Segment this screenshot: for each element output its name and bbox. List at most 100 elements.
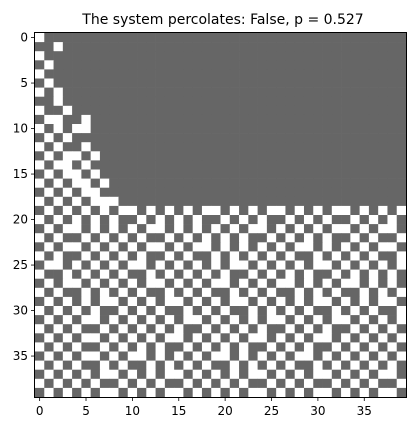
blocked-cell <box>155 187 166 198</box>
blocked-cell <box>239 387 249 398</box>
open-cell <box>294 296 305 307</box>
blocked-cell <box>137 360 147 371</box>
blocked-cell <box>303 105 314 116</box>
open-cell <box>303 306 314 316</box>
blocked-cell <box>368 315 379 325</box>
blocked-cell <box>62 87 73 98</box>
blocked-cell <box>201 187 212 198</box>
blocked-cell <box>294 278 305 289</box>
blocked-cell <box>368 387 379 398</box>
open-cell <box>62 333 73 343</box>
blocked-cell <box>359 142 370 152</box>
blocked-cell <box>118 369 129 380</box>
blocked-cell <box>387 251 398 261</box>
blocked-cell <box>294 96 305 107</box>
blocked-cell <box>99 187 110 198</box>
blocked-cell <box>257 187 268 198</box>
open-cell <box>72 215 82 225</box>
open-cell <box>72 306 82 316</box>
blocked-cell <box>396 296 407 307</box>
blocked-cell <box>137 69 147 79</box>
blocked-cell <box>211 287 221 298</box>
open-cell <box>266 251 277 261</box>
open-cell <box>81 178 92 189</box>
blocked-cell <box>183 278 194 289</box>
blocked-cell <box>248 169 258 179</box>
blocked-cell <box>72 60 82 70</box>
blocked-cell <box>53 369 64 380</box>
blocked-cell <box>164 342 175 352</box>
blocked-cell <box>220 96 231 107</box>
open-cell <box>155 342 166 352</box>
blocked-cell <box>90 387 101 398</box>
open-cell <box>341 296 351 307</box>
blocked-cell <box>174 378 184 389</box>
blocked-cell <box>266 160 277 170</box>
blocked-cell <box>248 60 258 70</box>
blocked-cell <box>350 260 360 270</box>
x-tick-label: 35 <box>357 404 372 418</box>
open-cell <box>127 260 138 270</box>
open-cell <box>174 369 184 380</box>
blocked-cell <box>294 187 305 198</box>
open-cell <box>109 333 119 343</box>
blocked-cell <box>109 105 119 116</box>
open-cell <box>35 269 45 280</box>
blocked-cell <box>99 169 110 179</box>
blocked-cell <box>350 78 360 88</box>
blocked-cell <box>201 178 212 189</box>
open-cell <box>174 324 184 334</box>
open-cell <box>378 387 388 398</box>
blocked-cell <box>276 233 286 243</box>
open-cell <box>35 51 45 61</box>
blocked-cell <box>239 33 249 43</box>
open-cell <box>341 242 351 252</box>
blocked-cell <box>44 42 54 52</box>
open-cell <box>127 315 138 325</box>
open-cell <box>53 87 64 98</box>
open-cell <box>109 387 119 398</box>
blocked-cell <box>192 151 203 161</box>
open-cell <box>359 287 370 298</box>
open-cell <box>387 369 398 380</box>
open-cell <box>35 251 45 261</box>
open-cell <box>303 215 314 225</box>
blocked-cell <box>211 51 221 61</box>
blocked-cell <box>294 196 305 207</box>
blocked-cell <box>359 360 370 371</box>
blocked-cell <box>183 387 194 398</box>
blocked-cell <box>35 205 45 216</box>
blocked-cell <box>257 233 268 243</box>
open-cell <box>239 233 249 243</box>
open-cell <box>285 360 296 371</box>
blocked-cell <box>359 342 370 352</box>
blocked-cell <box>276 215 286 225</box>
y-tick-label: 5 <box>20 76 28 90</box>
open-cell <box>313 315 323 325</box>
blocked-cell <box>109 324 119 334</box>
open-cell <box>257 369 268 380</box>
open-cell <box>90 306 101 316</box>
blocked-cell <box>192 360 203 371</box>
blocked-cell <box>109 51 119 61</box>
blocked-cell <box>313 96 323 107</box>
open-cell <box>81 351 92 361</box>
blocked-cell <box>359 124 370 134</box>
open-cell <box>257 324 268 334</box>
blocked-cell <box>368 187 379 198</box>
blocked-cell <box>90 142 101 152</box>
open-cell <box>44 296 54 307</box>
blocked-cell <box>146 96 156 107</box>
blocked-cell <box>44 160 54 170</box>
blocked-cell <box>220 142 231 152</box>
blocked-cell <box>285 114 296 125</box>
blocked-cell <box>201 296 212 307</box>
blocked-cell <box>248 151 258 161</box>
open-cell <box>341 224 351 234</box>
open-cell <box>53 324 64 334</box>
blocked-cell <box>201 96 212 107</box>
blocked-cell <box>127 233 138 243</box>
blocked-cell <box>109 87 119 98</box>
blocked-cell <box>378 69 388 79</box>
blocked-cell <box>303 387 314 398</box>
